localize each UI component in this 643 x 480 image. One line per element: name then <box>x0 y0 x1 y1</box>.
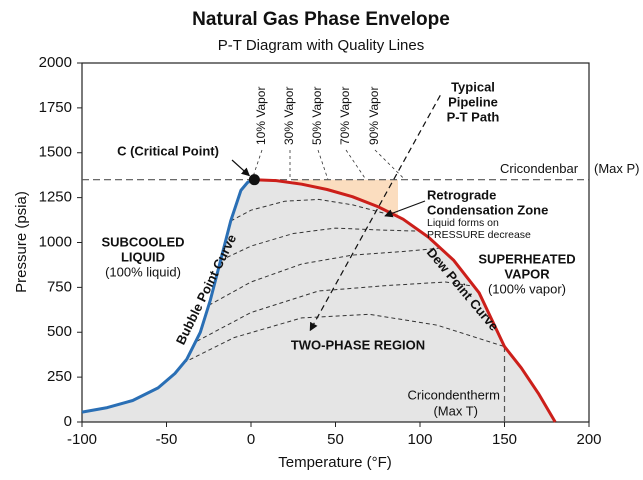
chart-title: Natural Gas Phase Envelope <box>192 9 450 30</box>
retrograde-arrow <box>384 200 426 218</box>
retrograde-zone <box>293 179 398 217</box>
quality-label: 10% Vapor <box>254 87 268 145</box>
pipeline-label: Pipeline <box>448 94 498 109</box>
quality-label: 50% Vapor <box>310 87 324 145</box>
quality-line <box>208 247 441 306</box>
critical-label: C (Critical Point) <box>117 143 219 158</box>
retrograde-note: Liquid forms on <box>427 217 499 229</box>
y-tick-label: 1750 <box>39 99 72 116</box>
pipeline-label: P-T Path <box>447 109 500 124</box>
chart-subtitle: P-T Diagram with Quality Lines <box>218 37 424 54</box>
region-label: SUPERHEATED <box>478 251 575 266</box>
x-tick-label: 0 <box>247 431 255 448</box>
cricondentherm-label: Cricondentherm <box>408 387 501 402</box>
y-axis-label: Pressure (psia) <box>13 191 30 293</box>
y-tick-label: 1250 <box>39 189 72 206</box>
region-label: SUBCOOLED <box>101 234 184 249</box>
retrograde-note: PRESSURE decrease <box>427 229 531 241</box>
critical-arrow <box>231 159 251 177</box>
critical-point <box>248 174 260 186</box>
y-tick-label: 2000 <box>39 54 72 71</box>
quality-label: 30% Vapor <box>282 87 296 145</box>
y-tick-label: 1500 <box>39 144 72 161</box>
two-phase-fill <box>82 179 556 422</box>
x-tick-label: 150 <box>492 431 517 448</box>
quality-label: 70% Vapor <box>338 87 352 145</box>
y-tick-label: 250 <box>47 368 72 385</box>
region-label: VAPOR <box>504 266 550 281</box>
quality-line <box>183 313 505 364</box>
plot-area: -100 -50 0 50 100 150 200025050075010001250150… <box>39 54 640 448</box>
phase-curve <box>81 178 255 414</box>
retrograde-label: Condensation Zone <box>427 202 548 217</box>
cricondentherm-note: (Max T) <box>433 403 478 418</box>
x-tick-label: 50 <box>327 431 344 448</box>
cricondenbar-note: (Max P) <box>594 161 640 176</box>
x-axis-label: Temperature (°F) <box>278 454 392 471</box>
y-tick-label: 500 <box>47 323 72 340</box>
x-tick-label: -50 <box>156 431 178 448</box>
region-label: LIQUID <box>121 249 165 264</box>
y-tick-label: 750 <box>47 278 72 295</box>
quality-label: 90% Vapor <box>367 87 381 145</box>
quality-line <box>220 227 421 261</box>
y-tick-label: 0 <box>64 413 72 430</box>
x-tick-label: -100 <box>67 431 97 448</box>
quality-leader <box>374 149 406 180</box>
quality-leader <box>317 149 329 180</box>
quality-leader <box>345 149 367 180</box>
region-label: (100% vapor) <box>488 281 566 296</box>
x-tick-label: 200 <box>576 431 601 448</box>
retrograde-label: Retrograde <box>427 187 496 202</box>
phase-curve <box>254 178 557 423</box>
quality-line <box>196 281 475 342</box>
y-tick-label: 1000 <box>39 233 72 250</box>
region-label: TWO-PHASE REGION <box>291 337 425 352</box>
cricondenbar-label: Cricondenbar <box>500 161 579 176</box>
x-tick-label: 100 <box>407 431 432 448</box>
region-label: (100% liquid) <box>105 264 181 279</box>
pipeline-path <box>309 95 441 332</box>
pipeline-label: Typical <box>451 79 495 94</box>
